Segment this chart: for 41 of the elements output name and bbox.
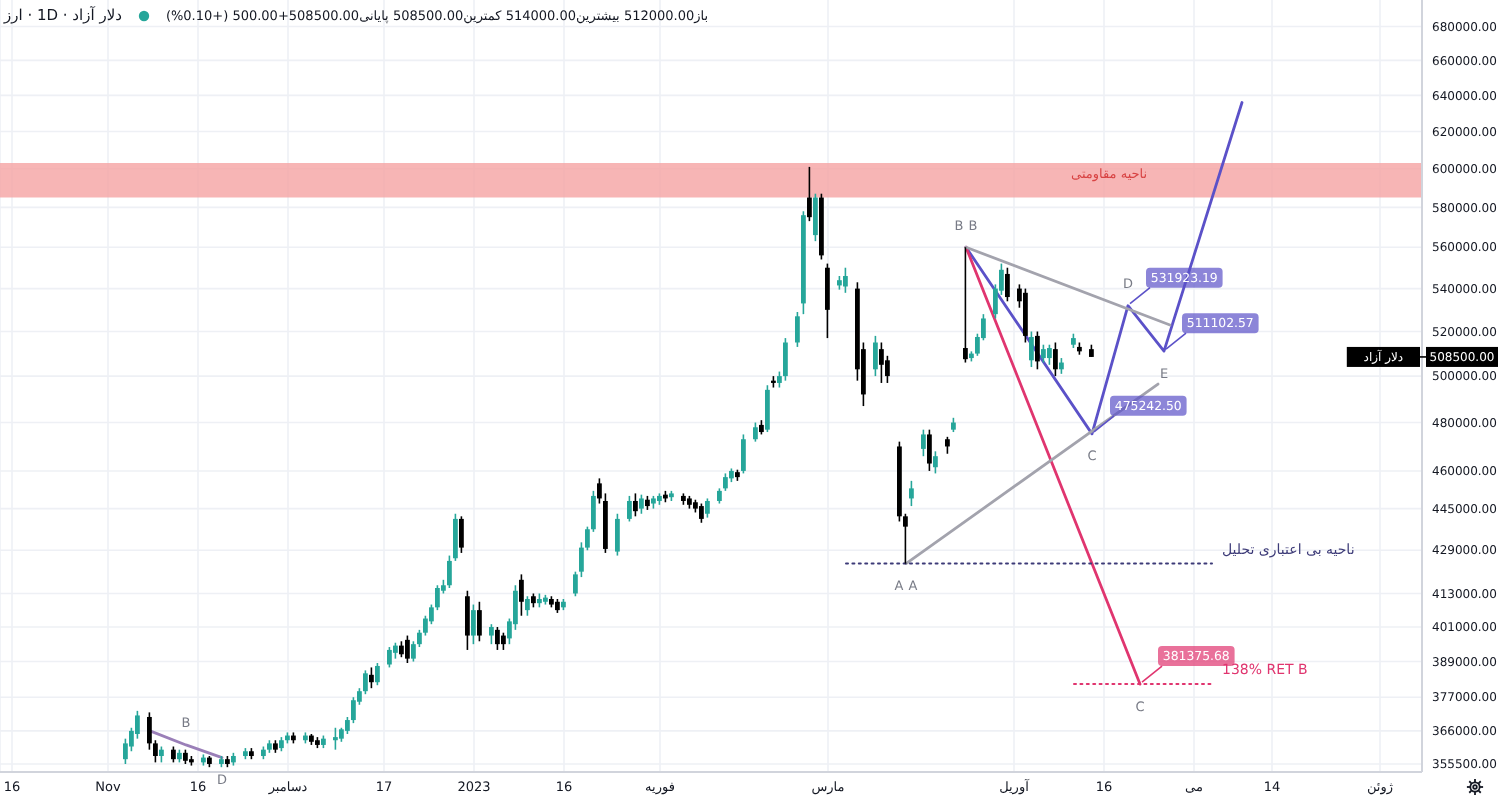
candlestick	[369, 666, 374, 689]
candlestick	[1053, 341, 1058, 377]
candlestick	[387, 646, 392, 669]
candlestick	[879, 341, 884, 384]
candlestick	[639, 493, 644, 515]
candlestick	[633, 492, 638, 518]
candlestick	[783, 337, 788, 382]
candlestick	[813, 192, 818, 242]
candlestick	[807, 166, 812, 222]
candlestick	[495, 626, 500, 651]
candlestick	[795, 311, 800, 348]
candlestick	[741, 433, 746, 475]
candlestick	[519, 573, 524, 617]
candlestick	[1047, 343, 1052, 366]
candlestick	[699, 502, 704, 524]
candlestick	[927, 428, 932, 472]
candlestick	[843, 266, 848, 294]
candlestick	[1029, 330, 1034, 368]
candlestick	[1035, 330, 1040, 371]
candlestick	[825, 262, 830, 339]
candlestick	[765, 384, 770, 433]
candlestick	[933, 450, 938, 475]
candlestick	[705, 497, 710, 519]
candlestick	[1023, 287, 1028, 344]
candlestick	[1005, 266, 1010, 303]
candlestick	[921, 428, 926, 457]
candlestick	[489, 623, 494, 645]
candlestick	[465, 589, 470, 651]
candlestick	[627, 495, 632, 523]
candlestick	[615, 512, 620, 557]
candlestick	[477, 600, 482, 643]
candlestick	[873, 335, 878, 377]
candlestick	[963, 246, 968, 364]
candlestick	[375, 662, 380, 686]
candlestick	[525, 595, 530, 617]
candlestick	[909, 480, 914, 507]
candlestick	[471, 603, 476, 645]
candlestick	[753, 421, 758, 443]
candlestick	[333, 726, 338, 751]
candlestick	[459, 515, 464, 554]
candlestick	[405, 634, 410, 664]
